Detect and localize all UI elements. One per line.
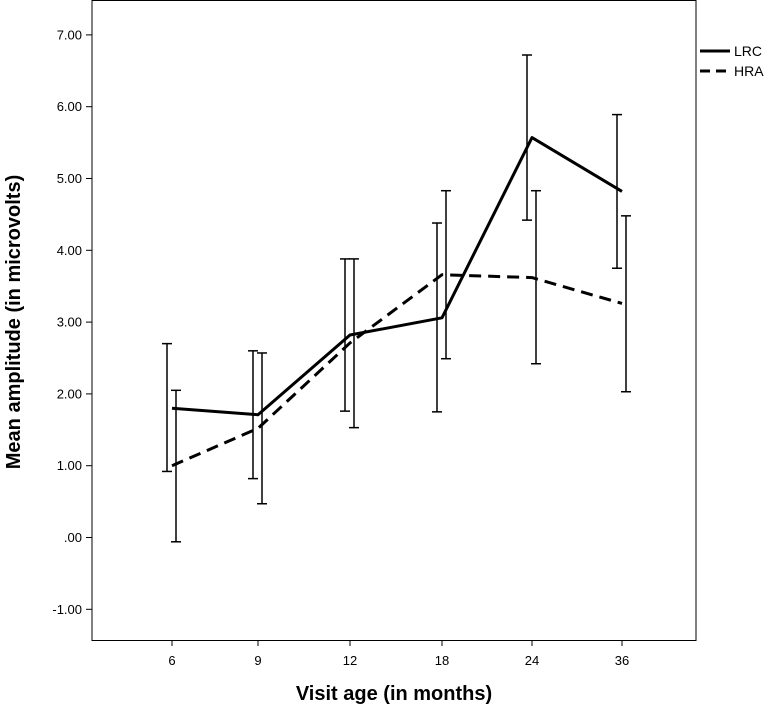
y-axis-title: Mean amplitude (in microvolts) [3, 175, 25, 469]
y-tick-label: 2.00 [57, 386, 82, 401]
legend-item-lrc: LRC [700, 43, 762, 59]
x-tick-label: 18 [435, 653, 449, 668]
error-bar-hra [441, 189, 451, 360]
x-tick-label: 24 [525, 653, 539, 668]
y-tick-label: 3.00 [57, 315, 82, 330]
error-bars [162, 54, 631, 543]
x-tick-label: 36 [615, 653, 629, 668]
legend: LRC HRA [700, 43, 764, 79]
y-axis: -1.00 .00 1.00 2.00 3.00 4.00 5.00 6.00 7.00 [52, 27, 92, 617]
x-axis: 6 9 12 18 24 36 [168, 640, 629, 668]
series-line-lrc [171, 136, 623, 417]
y-tick-label: 1.00 [57, 458, 82, 473]
series-line-hra [171, 273, 623, 468]
x-axis-title: Visit age (in months) [296, 683, 492, 705]
error-bar-lrc [522, 54, 532, 221]
y-tick-label: 6.00 [57, 99, 82, 114]
legend-item-hra: HRA [700, 63, 764, 79]
error-bar-lrc [162, 342, 172, 473]
y-tick-label: 7.00 [57, 27, 82, 42]
y-tick-label: 5.00 [57, 171, 82, 186]
x-tick-label: 9 [254, 653, 261, 668]
plot-frame [91, 0, 697, 641]
x-tick-label: 6 [168, 653, 175, 668]
error-bar-hra [171, 389, 181, 543]
y-tick-label: 4.00 [57, 243, 82, 258]
x-tick-label: 12 [343, 653, 357, 668]
series-lines [171, 136, 623, 468]
y-tick-label: .00 [64, 530, 82, 545]
error-bar-hra [257, 352, 267, 505]
error-bar-hra [621, 215, 631, 393]
y-tick-label: -1.00 [52, 602, 82, 617]
legend-label: HRA [734, 63, 764, 79]
error-bar-lrc [340, 258, 350, 412]
error-bar-hra [349, 258, 359, 429]
error-bar-lrc [612, 113, 622, 269]
legend-label: LRC [734, 43, 762, 59]
